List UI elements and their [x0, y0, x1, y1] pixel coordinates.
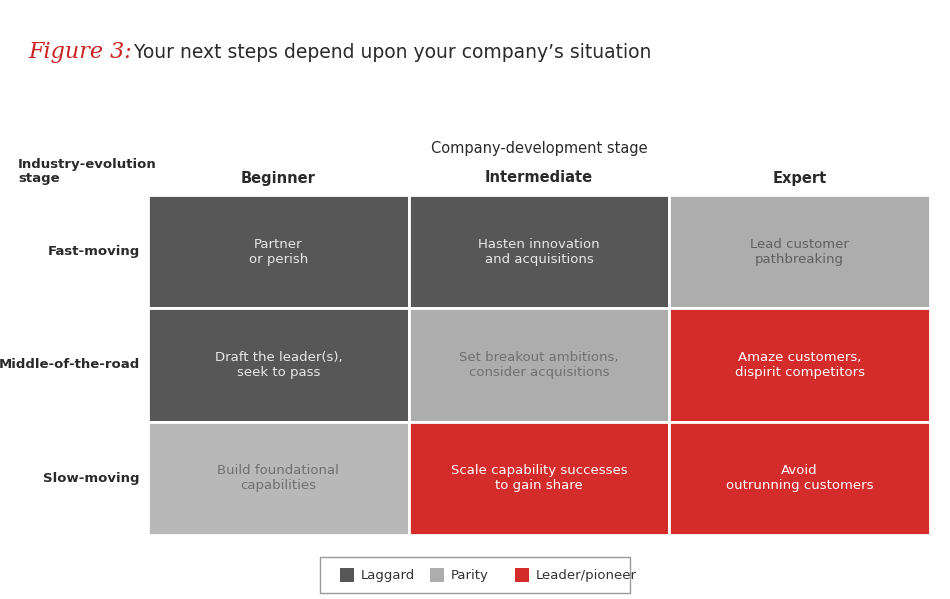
Text: Leader/pioneer: Leader/pioneer [536, 568, 637, 582]
Text: Partner
or perish: Partner or perish [249, 238, 308, 266]
Text: Amaze customers,
dispirit competitors: Amaze customers, dispirit competitors [734, 351, 864, 379]
Bar [670, 195, 930, 308]
Text: Fast-moving: Fast-moving [48, 245, 140, 258]
Bar [408, 195, 670, 308]
Bar [670, 422, 930, 535]
Text: Scale capability successes
to gain share: Scale capability successes to gain share [450, 464, 627, 492]
Text: Avoid
outrunning customers: Avoid outrunning customers [726, 464, 873, 492]
Text: Intermediate: Intermediate [484, 171, 593, 186]
Text: Set breakout ambitions,
consider acquisitions: Set breakout ambitions, consider acquisi… [459, 351, 618, 379]
Text: Beginner: Beginner [241, 171, 315, 186]
Bar [408, 422, 670, 535]
Text: Build foundational
capabilities: Build foundational capabilities [218, 464, 339, 492]
Bar [430, 568, 444, 582]
Text: Parity: Parity [451, 568, 489, 582]
Bar [340, 568, 354, 582]
Bar [670, 308, 930, 422]
Bar [148, 308, 408, 422]
Text: Lead customer
pathbreaking: Lead customer pathbreaking [750, 238, 849, 266]
Text: Draft the leader(s),
seek to pass: Draft the leader(s), seek to pass [215, 351, 342, 379]
Bar [408, 308, 670, 422]
Bar [148, 422, 408, 535]
Text: Company-development stage: Company-development stage [430, 141, 647, 156]
Bar [148, 195, 408, 308]
Text: Laggard: Laggard [361, 568, 415, 582]
Text: Slow-moving: Slow-moving [44, 472, 140, 485]
Bar [320, 557, 630, 593]
Bar [515, 568, 529, 582]
Text: Expert: Expert [772, 171, 826, 186]
Text: Middle-of-the-road: Middle-of-the-road [0, 358, 140, 371]
Text: Your next steps depend upon your company’s situation: Your next steps depend upon your company… [128, 43, 652, 62]
Text: Industry-evolution: Industry-evolution [18, 158, 157, 171]
Text: stage: stage [18, 172, 60, 185]
Text: Hasten innovation
and acquisitions: Hasten innovation and acquisitions [478, 238, 599, 266]
Text: Figure 3:: Figure 3: [28, 41, 132, 63]
